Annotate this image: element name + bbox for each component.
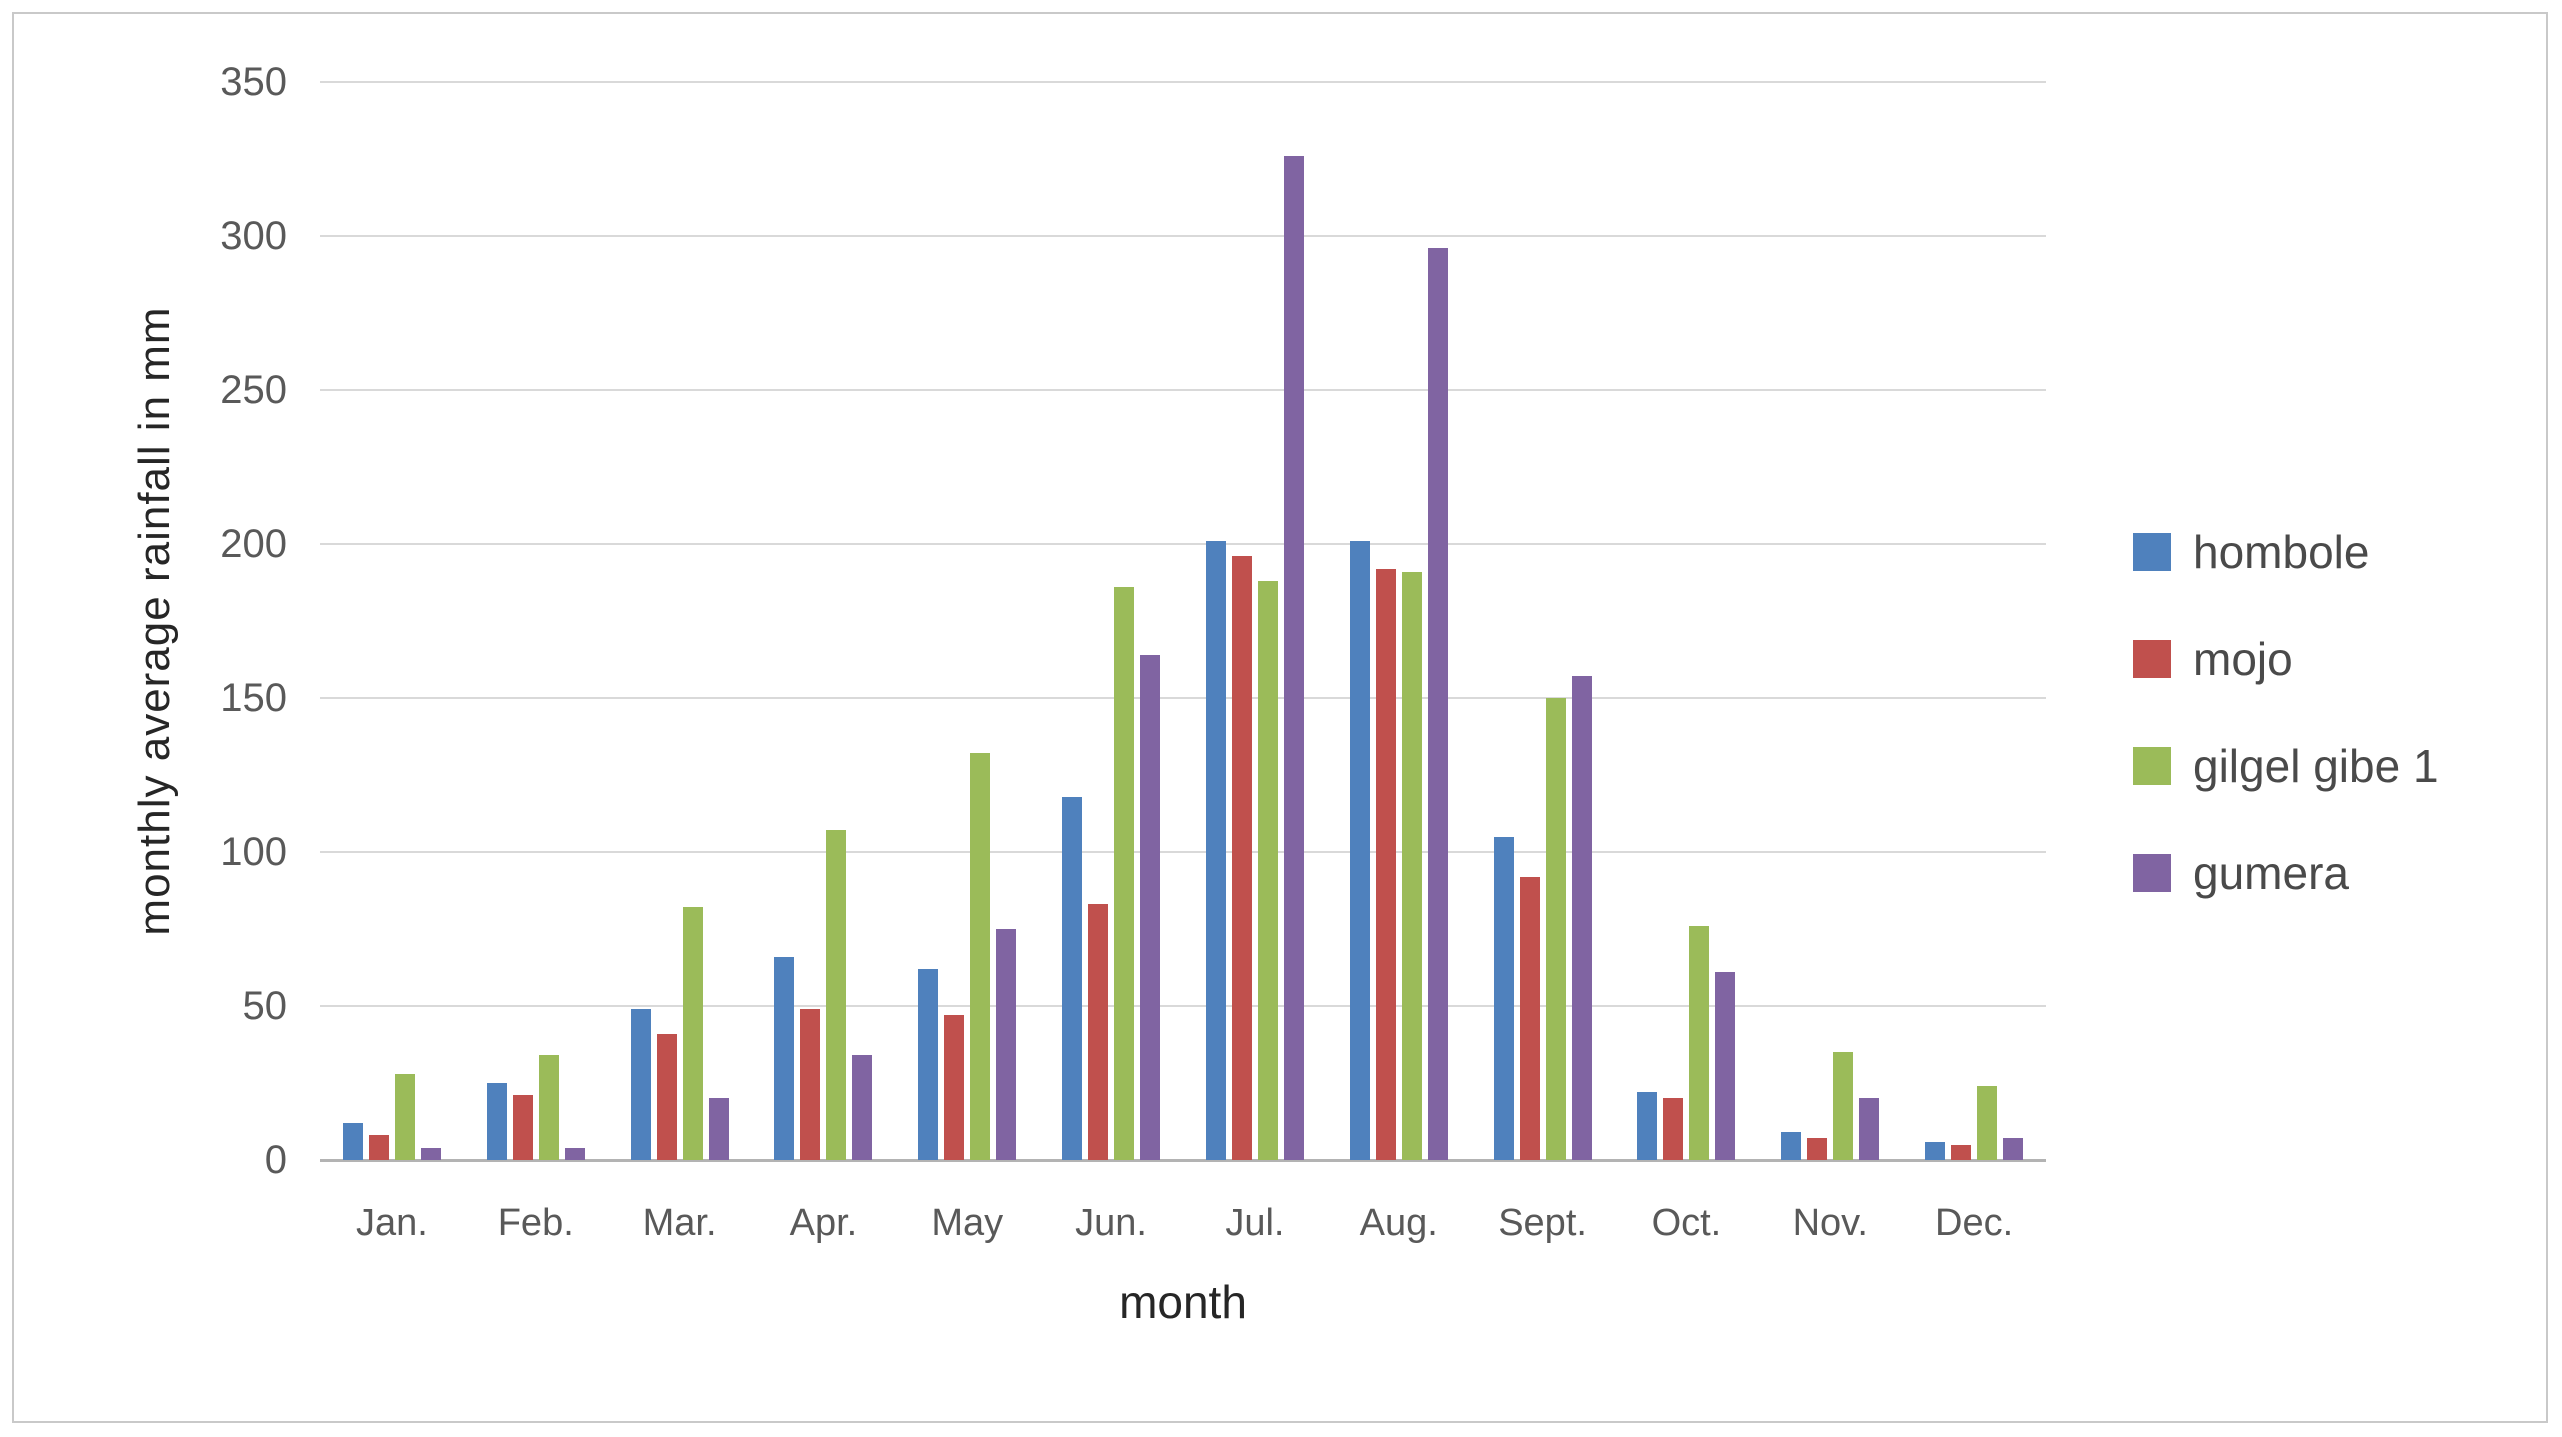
bar-hombole-jan	[342, 1123, 363, 1160]
x-axis-title: month	[1119, 1276, 1247, 1328]
x-tick-label-dec: Dec.	[1935, 1202, 2014, 1244]
x-tick-label-aug: Aug.	[1359, 1202, 1438, 1244]
bar-gilgel-gibe-1-jan	[394, 1073, 415, 1160]
bar-gumera-aug	[1427, 248, 1448, 1160]
bar-hombole-nov	[1781, 1132, 1802, 1160]
bar-gilgel-gibe-1-jun	[1114, 587, 1135, 1160]
legend-label: gilgel gibe 1	[2193, 740, 2439, 792]
bar-gumera-mar	[708, 1098, 729, 1160]
bar-gumera-oct	[1715, 972, 1736, 1160]
bar-gumera-apr	[852, 1055, 873, 1160]
bar-mojo-nov	[1807, 1138, 1828, 1160]
bar-gumera-nov	[1859, 1098, 1880, 1160]
bar-hombole-sept	[1493, 836, 1514, 1160]
y-tick-label-300: 300	[220, 214, 287, 258]
bar-gilgel-gibe-1-feb	[538, 1055, 559, 1160]
bar-gumera-feb	[564, 1147, 585, 1160]
bar-gilgel-gibe-1-jul	[1257, 580, 1278, 1160]
x-tick-label-mar: Mar.	[642, 1202, 717, 1244]
bar-gumera-jun	[1140, 654, 1161, 1160]
bar-hombole-mar	[630, 1009, 651, 1160]
bar-gumera-jul	[1283, 155, 1304, 1160]
gridline-100	[320, 851, 2046, 853]
x-tick-label-feb: Feb.	[497, 1202, 574, 1244]
bar-mojo-oct	[1663, 1098, 1684, 1160]
x-axis-line	[320, 1159, 2046, 1162]
gridline-150	[320, 697, 2046, 699]
legend-item-mojo: mojo	[2133, 633, 2293, 685]
x-tick-label-jul: Jul.	[1225, 1202, 1285, 1244]
x-tick-label-apr: Apr.	[789, 1202, 858, 1244]
bar-mojo-jan	[368, 1135, 389, 1160]
bar-gilgel-gibe-1-nov	[1833, 1052, 1854, 1160]
y-tick-label-50: 50	[242, 984, 288, 1028]
bar-gilgel-gibe-1-oct	[1689, 925, 1710, 1160]
x-tick-label-jan: Jan.	[356, 1202, 428, 1244]
bar-mojo-jul	[1231, 556, 1252, 1160]
legend-swatch-icon	[2133, 640, 2171, 678]
bar-mojo-sept	[1519, 876, 1540, 1160]
bar-gilgel-gibe-1-sept	[1545, 698, 1566, 1160]
figure-border	[12, 12, 2548, 1423]
bar-mojo-may	[944, 1015, 965, 1160]
y-tick-label-0: 0	[264, 1138, 287, 1182]
bar-gumera-may	[996, 929, 1017, 1160]
gridline-300	[320, 235, 2046, 237]
legend-swatch-icon	[2133, 854, 2171, 892]
bar-hombole-aug	[1349, 540, 1370, 1160]
legend-label: hombole	[2193, 526, 2370, 578]
bar-gilgel-gibe-1-aug	[1401, 571, 1422, 1160]
bar-gilgel-gibe-1-apr	[826, 830, 847, 1160]
legend-item-gumera: gumera	[2133, 847, 2349, 899]
bar-hombole-feb	[486, 1083, 507, 1160]
gridline-200	[320, 543, 2046, 545]
bar-mojo-apr	[800, 1009, 821, 1160]
bar-gilgel-gibe-1-dec	[1977, 1086, 1998, 1160]
bar-hombole-apr	[774, 956, 795, 1160]
bar-hombole-jun	[1062, 796, 1083, 1160]
legend-swatch-icon	[2133, 747, 2171, 785]
bar-hombole-oct	[1637, 1092, 1658, 1160]
x-tick-label-jun: Jun.	[1075, 1202, 1147, 1244]
bar-mojo-feb	[512, 1095, 533, 1160]
gridline-50	[320, 1005, 2046, 1007]
bar-hombole-dec	[1925, 1141, 1946, 1160]
legend-swatch-icon	[2133, 533, 2171, 571]
y-axis-title-text: monthly average rainfall in mm	[130, 306, 179, 936]
bar-mojo-mar	[656, 1033, 677, 1160]
bar-mojo-aug	[1375, 568, 1396, 1160]
bar-gumera-sept	[1571, 676, 1592, 1160]
gridline-250	[320, 389, 2046, 391]
bar-hombole-may	[918, 969, 939, 1160]
x-tick-label-nov: Nov.	[1792, 1202, 1868, 1244]
y-tick-label-250: 250	[220, 368, 287, 412]
x-tick-label-may: May	[931, 1202, 1004, 1244]
x-tick-label-sept: Sept.	[1498, 1202, 1587, 1244]
bar-gilgel-gibe-1-mar	[682, 907, 703, 1160]
legend-item-gilgel-gibe-1: gilgel gibe 1	[2133, 740, 2439, 792]
y-tick-label-150: 150	[220, 676, 287, 720]
legend-item-hombole: hombole	[2133, 526, 2369, 578]
y-tick-label-350: 350	[220, 60, 287, 104]
y-tick-label-100: 100	[220, 830, 287, 874]
x-tick-label-oct: Oct.	[1651, 1202, 1722, 1244]
legend-label: gumera	[2193, 847, 2349, 899]
bar-gilgel-gibe-1-may	[970, 753, 991, 1160]
y-tick-label-200: 200	[220, 522, 287, 566]
gridline-350	[320, 81, 2046, 83]
bar-hombole-jul	[1205, 540, 1226, 1160]
bar-gumera-jan	[420, 1147, 441, 1160]
bar-mojo-dec	[1951, 1144, 1972, 1160]
bar-mojo-jun	[1088, 904, 1109, 1160]
legend-label: mojo	[2193, 633, 2293, 685]
bar-gumera-dec	[2003, 1138, 2024, 1160]
